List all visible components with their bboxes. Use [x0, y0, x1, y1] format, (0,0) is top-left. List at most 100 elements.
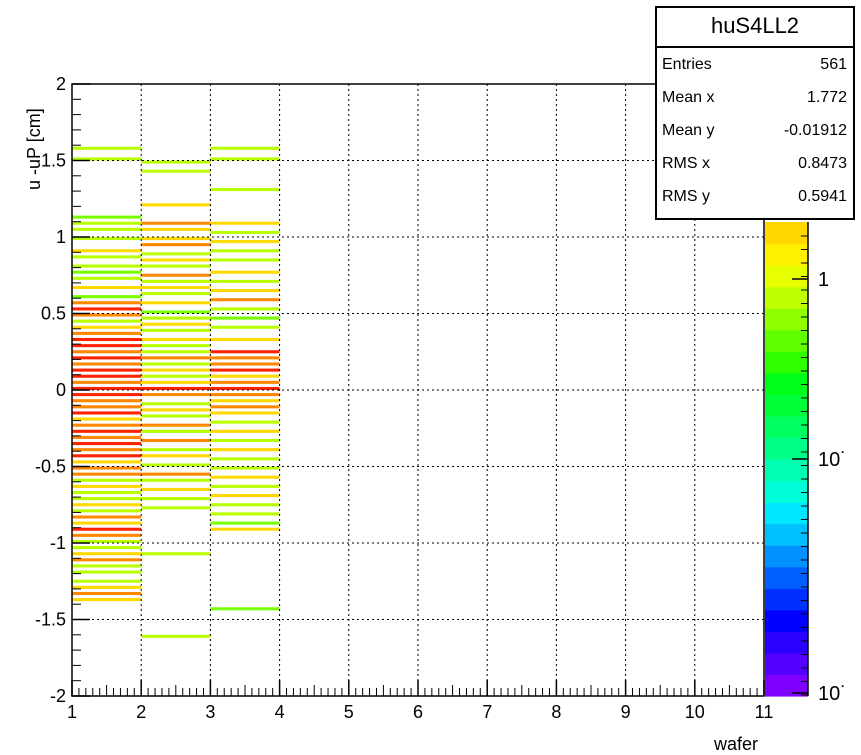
heatmap-cell — [72, 146, 142, 150]
heatmap-cell — [72, 546, 142, 550]
heatmap-cell — [72, 249, 142, 253]
y-tick-label: 0.5 — [41, 304, 66, 324]
heatmap-cell — [72, 237, 142, 241]
heatmap-cell — [210, 230, 280, 234]
heatmap-cell — [141, 301, 211, 305]
stats-label: RMS x — [662, 155, 710, 172]
heatmap-cell — [72, 591, 142, 596]
x-tick-label: 7 — [482, 702, 492, 722]
heatmap-cell — [210, 356, 280, 360]
stats-row-rms-x: RMS x 0.8473 — [657, 147, 853, 180]
color-scale-bar: 1 10˙ 10˙ — [765, 222, 847, 705]
heatmap-cell — [72, 393, 142, 397]
heatmap-cell — [72, 497, 142, 501]
x-tick-label: 5 — [344, 702, 354, 722]
color-scale-segment — [765, 415, 808, 439]
heatmap-cell — [141, 414, 211, 418]
heatmap-cell — [141, 402, 211, 406]
stats-row-mean-x: Mean x 1.772 — [657, 81, 853, 114]
heatmap-cell — [210, 350, 280, 354]
heatmap-cell — [72, 270, 142, 274]
heatmap-cell — [72, 448, 142, 452]
heatmap-cell — [72, 405, 142, 409]
stats-value: -0.01912 — [783, 122, 847, 139]
heatmap-cell — [210, 438, 280, 443]
heatmap-cell — [72, 411, 142, 415]
heatmap-cell — [210, 429, 280, 433]
x-tick-label: 10 — [685, 702, 705, 722]
heatmap-cell — [141, 386, 211, 390]
heatmap-cell — [72, 478, 142, 482]
color-scale-segment — [765, 588, 808, 611]
heatmap-cell — [141, 316, 211, 320]
y-tick-label: -2 — [50, 686, 66, 706]
heatmap-cell — [72, 585, 142, 589]
y-tick-label: 0 — [56, 380, 66, 400]
color-scale-segment — [765, 523, 808, 546]
y-tick-label: 1 — [56, 227, 66, 247]
heatmap-cell — [72, 157, 142, 161]
heatmap-cell — [72, 227, 142, 231]
color-scale-segment — [765, 674, 808, 697]
heatmap-cell — [141, 463, 211, 467]
heatmap-cell — [141, 169, 211, 173]
heatmap-cell — [72, 399, 142, 403]
heatmap-cell — [72, 331, 142, 335]
heatmap-cell — [141, 408, 211, 412]
x-tick-label: 11 — [755, 702, 774, 722]
heatmap-cell — [210, 337, 280, 342]
heatmap-cell — [210, 503, 280, 507]
y-tick-label: -0.5 — [35, 457, 66, 477]
heatmap-cell — [210, 270, 280, 274]
heatmap-cell — [141, 506, 211, 510]
heatmap-cell — [141, 285, 211, 290]
heatmap-cell — [72, 558, 142, 562]
y-tick-label: -1 — [50, 533, 66, 553]
heatmap-cell — [210, 607, 280, 611]
heatmap-cell — [72, 386, 142, 390]
heatmap-cell — [72, 598, 142, 602]
heatmap-cell — [72, 472, 142, 476]
heatmap-cell — [72, 515, 142, 519]
heatmap-cell — [72, 362, 142, 366]
heatmap-cell — [72, 356, 142, 360]
heatmap-cell — [141, 454, 211, 458]
heatmap-cell — [72, 368, 142, 372]
color-scale-segment — [765, 437, 808, 460]
heatmap-cell — [141, 252, 211, 256]
color-scale-segment — [765, 372, 808, 395]
heatmap-cell — [141, 497, 211, 501]
heatmap-cell — [210, 527, 280, 531]
heatmap-cell — [141, 487, 211, 491]
color-scale-segment — [765, 631, 808, 654]
color-scale-segment — [765, 286, 808, 309]
heatmap-cell — [141, 362, 211, 366]
color-scale-segment — [765, 459, 808, 482]
heatmap-cell — [210, 368, 280, 372]
heatmap-cell — [72, 539, 142, 543]
heatmap-cell — [141, 350, 211, 354]
heatmap-cell — [210, 279, 280, 283]
color-scale-segment — [765, 351, 808, 374]
color-scale-segment — [765, 480, 808, 503]
x-tick-label: 3 — [205, 702, 215, 722]
heatmap-cell — [210, 307, 280, 311]
heatmap-cell — [72, 423, 142, 427]
color-scale-segment — [765, 265, 808, 288]
y-tick-label: 2 — [56, 74, 66, 94]
heatmap-cell — [141, 472, 211, 476]
heatmap-cell — [72, 295, 142, 299]
stats-value: 561 — [820, 56, 847, 73]
heatmap-cell — [210, 399, 280, 403]
y-tick-label: 1.5 — [41, 151, 66, 171]
heatmap-cell — [141, 292, 211, 296]
heatmap-cell — [72, 301, 142, 305]
heatmap-cell — [141, 337, 211, 342]
color-scale-segment — [765, 329, 808, 352]
heatmap-cell — [210, 386, 280, 390]
heatmap-cell — [72, 337, 142, 342]
heatmap-cell — [210, 316, 280, 320]
color-scale-label: 10˙ — [818, 449, 847, 471]
color-scale-segment — [765, 502, 808, 525]
